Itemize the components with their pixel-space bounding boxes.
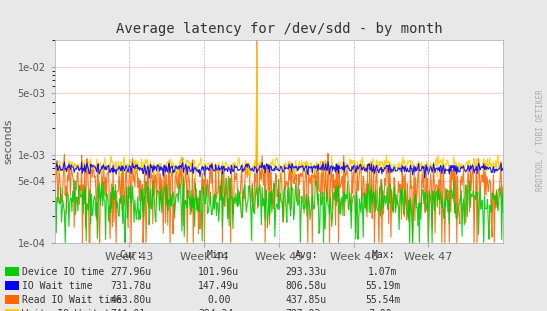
Text: 463.80u: 463.80u: [110, 295, 152, 305]
Text: 55.54m: 55.54m: [365, 295, 400, 305]
Text: Avg:: Avg:: [295, 250, 318, 260]
Text: 787.03u: 787.03u: [286, 309, 327, 311]
Y-axis label: seconds: seconds: [3, 119, 14, 164]
Text: IO Wait time: IO Wait time: [22, 281, 92, 291]
Text: 0.00: 0.00: [207, 295, 230, 305]
Text: 293.33u: 293.33u: [286, 267, 327, 277]
Text: Cur:: Cur:: [120, 250, 143, 260]
Title: Average latency for /dev/sdd - by month: Average latency for /dev/sdd - by month: [115, 22, 443, 36]
Text: 437.85u: 437.85u: [286, 295, 327, 305]
Text: Write IO Wait time: Write IO Wait time: [22, 309, 127, 311]
Text: RRDTOOL / TOBI OETIKER: RRDTOOL / TOBI OETIKER: [536, 89, 544, 191]
Text: Min:: Min:: [207, 250, 230, 260]
Text: 731.78u: 731.78u: [110, 281, 152, 291]
Text: 277.96u: 277.96u: [110, 267, 152, 277]
Text: Max:: Max:: [371, 250, 394, 260]
Text: 147.49u: 147.49u: [198, 281, 240, 291]
Text: 744.01u: 744.01u: [110, 309, 152, 311]
Text: 394.24u: 394.24u: [198, 309, 240, 311]
Text: 7.00m: 7.00m: [368, 309, 398, 311]
Text: 806.58u: 806.58u: [286, 281, 327, 291]
Text: Read IO Wait time: Read IO Wait time: [22, 295, 122, 305]
Text: 55.19m: 55.19m: [365, 281, 400, 291]
Text: Device IO time: Device IO time: [22, 267, 104, 277]
Text: 101.96u: 101.96u: [198, 267, 240, 277]
Text: 1.07m: 1.07m: [368, 267, 398, 277]
